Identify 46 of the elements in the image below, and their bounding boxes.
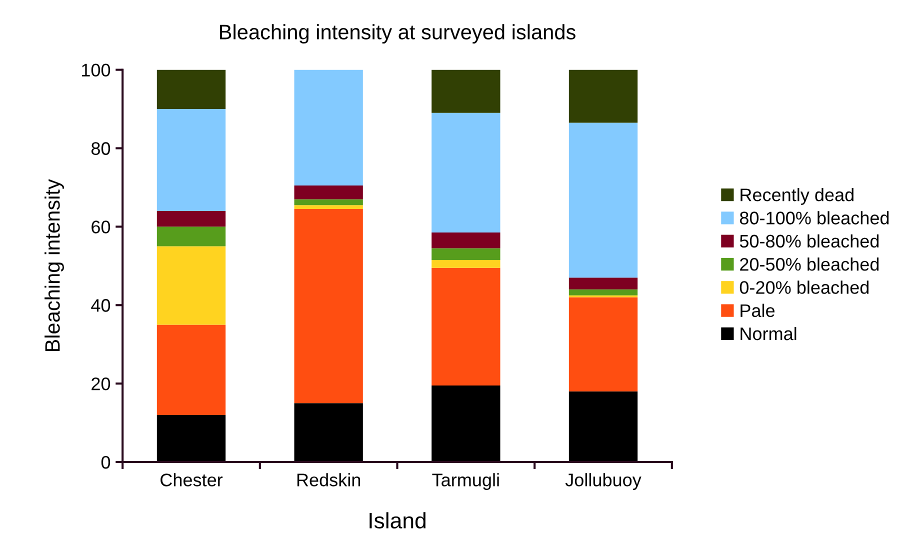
- y-tick-label: 40: [91, 299, 110, 312]
- bar: [156, 324, 226, 415]
- x-tick-label: Jollubuoy: [565, 473, 642, 490]
- legend-label: Recently dead: [740, 188, 854, 205]
- legend-label: 50-80% bleached: [740, 234, 879, 248]
- bar: [568, 289, 638, 296]
- bar: [156, 226, 226, 246]
- bar: [568, 391, 638, 462]
- legend-label: Pale: [740, 304, 775, 318]
- legend-label: 20-50% bleached: [740, 257, 879, 271]
- bar: [156, 70, 226, 110]
- bar: [156, 109, 226, 211]
- x-tick-label: Redskin: [297, 473, 360, 486]
- bar: [568, 297, 638, 392]
- bar: [294, 209, 363, 404]
- bar: [294, 70, 363, 186]
- bar: [432, 248, 500, 260]
- bar: [156, 210, 226, 227]
- x-axis-title: Island: [370, 512, 426, 528]
- x-tick-label: Tarmugli: [432, 473, 499, 490]
- bar: [156, 246, 226, 325]
- bar: [294, 199, 363, 206]
- bar: [432, 268, 500, 386]
- chart-title: Bleaching intensity at surveyed islands: [220, 24, 576, 44]
- y-tick-label: 100: [82, 64, 110, 77]
- bar: [432, 112, 500, 233]
- y-tick-label: 80: [91, 142, 110, 155]
- bar: [156, 414, 226, 462]
- bar: [432, 70, 500, 113]
- bar: [432, 232, 500, 248]
- bar: [294, 205, 363, 210]
- bar: [294, 403, 363, 462]
- legend-label: 80-100% bleached: [740, 211, 889, 224]
- bar: [568, 122, 638, 278]
- legend-label: Normal: [740, 326, 796, 340]
- bar: [568, 70, 638, 123]
- y-tick-label: 20: [92, 378, 110, 390]
- bar: [432, 260, 500, 268]
- bar: [432, 386, 500, 462]
- x-tick-label: Chester: [160, 473, 223, 486]
- y-tick-label: 60: [92, 220, 110, 234]
- bar: [294, 185, 363, 200]
- bar: [568, 278, 638, 290]
- legend-label: 0-20% bleached: [740, 280, 869, 294]
- y-tick-label: 0: [101, 456, 110, 469]
- y-axis-title: Bleaching intensity: [44, 179, 64, 352]
